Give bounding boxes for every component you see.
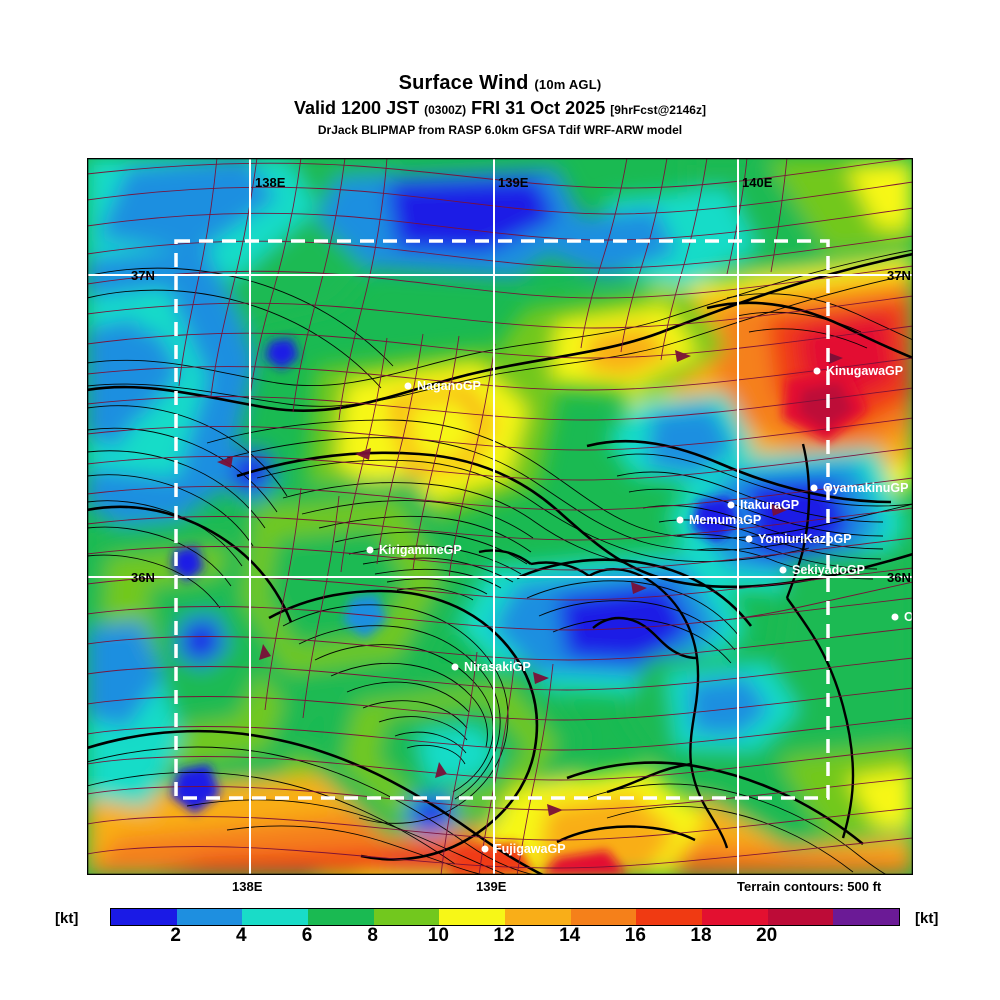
colorbar-swatch-10 [767,909,834,925]
station-kirigamine[interactable]: KirigamineGP [366,543,462,557]
colorbar-swatch-6 [505,909,571,925]
lon-label-top-140e: 140E [742,175,773,190]
station-oyamakinu[interactable]: OyamakinuGP [810,481,909,495]
title-block: Surface Wind (10m AGL) Valid 1200 JST (0… [0,72,1000,138]
colorbar-swatch-9 [702,909,768,925]
geo-labels: 138E 139E 140E 37N 36N 37N 36N [131,175,911,585]
colorbar-tick-16: 16 [624,925,646,946]
station-dot-icon [481,845,489,853]
station-dot-icon [451,663,459,671]
wind-streamlines [87,158,913,875]
wind-speed-field: 138E 139E 140E 37N 36N 37N 36N NaganoGP [87,158,913,875]
station-label: KinugawaGP [826,364,903,378]
map-svg[interactable]: 138E 139E 140E 37N 36N 37N 36N NaganoGP [87,158,913,875]
station-label: OyamakinuGP [823,481,908,495]
station-dot-icon [727,501,735,509]
colorbar-tick-8: 8 [367,925,378,946]
station-label: NaganoGP [417,379,481,393]
wind-map[interactable]: 138E 139E 140E 37N 36N 37N 36N NaganoGP [87,158,913,875]
title-sub: (10m AGL) [534,77,602,92]
colorbar-tick-10: 10 [427,925,449,946]
station-label: SekiyadoGP [792,563,865,577]
colorbar-tick-14: 14 [559,925,581,946]
station-label: FujigawaGP [494,842,566,856]
station-yomiurikazo[interactable]: YomiuriKazoGP [745,532,852,546]
colorbar-swatch-3 [308,909,374,925]
valid-jst: Valid 1200 JST [294,98,420,118]
station-dot-icon [810,484,818,492]
model-line: DrJack BLIPMAP from RASP 6.0km GFSA Tdif… [317,123,683,137]
station-ohtone[interactable]: OhtoneAD [891,610,914,624]
lon-label-top-138e: 138E [255,175,286,190]
colorbar-swatch-7 [570,909,637,925]
station-markers[interactable]: NaganoGP KinugawaGP OyamakinuGP ItakuraG… [366,364,914,856]
station-nirasaki[interactable]: NirasakiGP [451,660,531,674]
station-dot-icon [404,382,412,390]
colorbar-tick-4: 4 [236,925,247,946]
lon-label-bottom-138e: 138E [232,879,263,894]
colorbar[interactable] [110,908,900,926]
colorbar-tick-20: 20 [756,925,778,946]
station-dot-icon [891,613,899,621]
station-fujigawa[interactable]: FujigawaGP [481,842,566,856]
coastline [478,443,855,849]
station-sekiyado[interactable]: SekiyadoGP [779,563,865,577]
title-main: Surface Wind [398,72,529,94]
valid-date: FRI 31 Oct 2025 [471,98,606,118]
station-label: OhtoneAD [904,610,913,624]
map-border [87,158,913,875]
station-dot-icon [366,546,374,554]
graticule [87,158,913,875]
station-label: MemumaGP [689,513,761,527]
colorbar-ticks: 2 4 6 8 10 12 14 16 18 20 [110,925,898,947]
page-title: Surface Wind (10m AGL) [0,72,1000,96]
forecast-tag: [9hrFcst@2146z] [610,103,706,117]
lat-label-right-36n: 36N [887,570,911,585]
valid-time-line: Valid 1200 JST (0300Z) FRI 31 Oct 2025 [… [0,97,1000,121]
station-label: YomiuriKazoGP [758,532,852,546]
colorbar-swatch-1 [176,909,243,925]
colorbar-tick-18: 18 [690,925,712,946]
lat-label-left-36n: 36N [131,570,155,585]
colorbar-unit-right: [kt] [915,910,939,927]
valid-utc: (0300Z) [424,103,467,117]
station-nagano[interactable]: NaganoGP [404,379,481,393]
station-dot-icon [813,367,821,375]
colorbar-unit-left: [kt] [55,910,79,927]
colorbar-swatch-8 [636,909,703,925]
lat-label-left-37n: 37N [131,268,155,283]
colorbar-swatch-5 [439,909,506,925]
station-label: ItakuraGP [740,498,799,512]
station-dot-icon [779,566,787,574]
domain-box [174,239,830,800]
station-label: KirigamineGP [379,543,462,557]
station-dot-icon [745,535,753,543]
lon-label-top-139e: 139E [498,175,529,190]
station-itakura[interactable]: ItakuraGP [727,498,800,512]
colorbar-swatch-11 [833,909,900,925]
colorbar-swatch-0 [111,909,177,925]
station-memuma[interactable]: MemumaGP [676,513,762,527]
terrain-contour-note: Terrain contours: 500 ft [737,879,882,894]
terrain-contours-major [87,252,913,875]
lon-label-bottom-139e: 139E [476,879,507,894]
station-dot-icon [676,516,684,524]
colorbar-tick-2: 2 [170,925,181,946]
colorbar-tick-12: 12 [493,925,515,946]
colorbar-tick-6: 6 [301,925,313,946]
colorbar-swatch-2 [242,909,309,925]
station-label: NirasakiGP [464,660,531,674]
lat-label-right-37n: 37N [887,268,911,283]
station-kinugawa[interactable]: KinugawaGP [813,364,904,378]
colorbar-swatch-4 [373,909,440,925]
